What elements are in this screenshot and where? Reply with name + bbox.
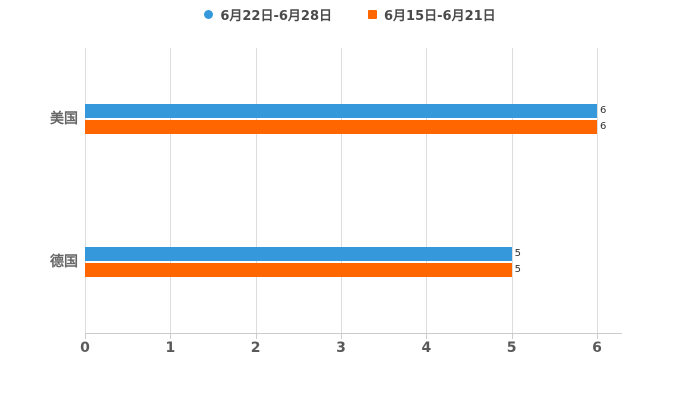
legend-label: 6月22日-6月28日: [220, 9, 332, 24]
x-axis-tick-label: 4: [421, 340, 432, 356]
plot-area: 6 6 5 5: [85, 48, 606, 333]
x-axis-tick: [85, 334, 86, 339]
x-axis-tick-label: 3: [336, 340, 346, 356]
legend-square-marker-icon: [368, 10, 377, 19]
bar-德国-series1[interactable]: [85, 262, 512, 277]
y-axis-category-label: 美国: [50, 111, 78, 128]
bar-value-label: 6: [600, 121, 607, 133]
bar-value-label: 5: [514, 263, 522, 275]
x-axis-tick-label: 0: [80, 340, 90, 356]
gridline: [255, 48, 257, 333]
gridline: [341, 48, 342, 333]
x-axis-tick: [426, 334, 428, 339]
legend-item-week2[interactable]: 6月22日-6月28日: [204, 5, 332, 24]
x-axis-tick: [341, 334, 342, 339]
x-axis-line: [85, 333, 622, 334]
bar-德国-series0[interactable]: [85, 246, 512, 261]
gridline: [511, 48, 513, 333]
legend-label: 6月15日-6月21日: [384, 9, 496, 24]
bar-value-label: 5: [514, 247, 522, 259]
x-axis-tick: [170, 334, 172, 339]
x-axis-tick-label: 2: [250, 340, 261, 356]
x-axis-tick-label: 6: [592, 340, 602, 356]
legend-circle-marker-icon: [204, 10, 214, 19]
chart-legend: 6月22日-6月28日 6月15日-6月21日: [0, 5, 700, 24]
gridline: [597, 48, 598, 333]
y-axis-category-label: 德国: [50, 253, 78, 270]
gridline: [85, 48, 86, 333]
x-axis-tick: [511, 334, 513, 339]
x-axis-tick-label: 1: [165, 340, 176, 356]
gridline: [170, 48, 172, 333]
gridline: [426, 48, 428, 333]
legend-item-week1[interactable]: 6月15日-6月21日: [368, 5, 496, 24]
x-axis-tick-label: 5: [506, 340, 517, 356]
bar-美国-series1[interactable]: [85, 120, 597, 135]
x-axis-tick: [597, 334, 598, 339]
x-axis-tick: [255, 334, 257, 339]
bar-美国-series0[interactable]: [85, 104, 597, 119]
bar-value-label: 6: [600, 105, 607, 117]
